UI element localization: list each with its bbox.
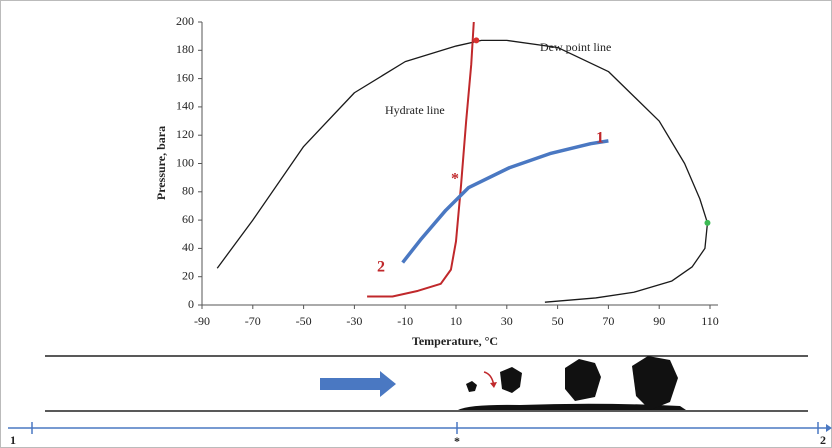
y-tick-label: 120 [176,127,194,141]
y-tick-label: 80 [182,184,194,198]
y-tick-label: 100 [176,155,194,169]
x-tick-label: 90 [653,314,665,328]
y-tick-label: 180 [176,42,194,56]
series-line [401,139,609,264]
axis-arrow [826,424,832,432]
annotation: * [451,171,459,188]
x-tick-label: 70 [602,314,614,328]
series-label: Hydrate line [385,103,445,117]
x-axis-title: Temperature, °C [412,334,498,348]
x-tick-label: -10 [397,314,413,328]
x-tick-label: 10 [450,314,462,328]
y-tick-label: 160 [176,70,194,84]
x-tick-label: 50 [552,314,564,328]
hydrate-deposits [458,356,686,410]
flow-arrow [320,371,396,397]
y-tick-label: 200 [176,14,194,28]
y-tick-label: 20 [182,268,194,282]
pipeline-label: 1 [10,433,16,447]
x-tick-label: -90 [194,314,210,328]
series-line [216,39,709,303]
annotation: 1 [596,130,604,147]
y-axis-title: Pressure, bara [154,126,168,200]
y-tick-label: 60 [182,212,194,226]
point-marker [704,219,711,226]
y-tick-label: 0 [188,297,194,311]
series-label: Dew point line [540,40,611,54]
x-tick-label: -30 [346,314,362,328]
series-line [367,21,475,298]
x-tick-label: 110 [701,314,719,328]
annotation: 2 [377,259,385,276]
y-tick-label: 140 [176,99,194,113]
pipeline-label: 2 [820,433,826,447]
pipeline-label: * [454,434,460,448]
point-marker [473,37,480,44]
x-tick-label: 30 [501,314,513,328]
x-tick-label: -70 [245,314,261,328]
x-tick-label: -50 [296,314,312,328]
y-tick-label: 40 [182,240,194,254]
